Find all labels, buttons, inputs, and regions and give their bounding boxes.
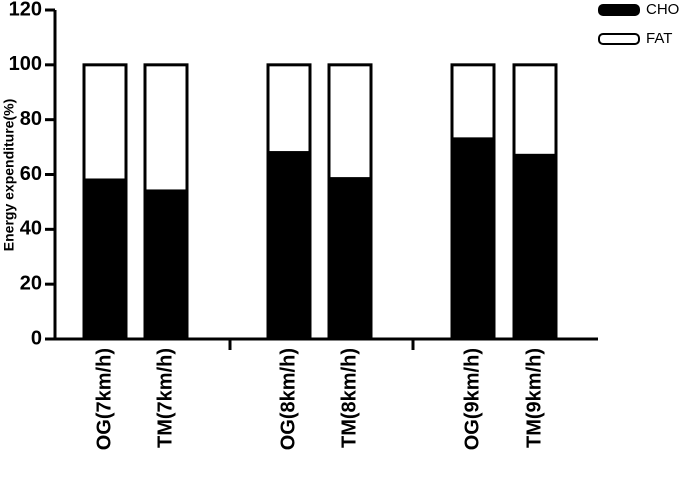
x-tick-label: TM(8km/h)	[338, 348, 360, 448]
y-tick-label: 20	[20, 272, 42, 294]
bar-segment	[327, 63, 373, 181]
bar-segment	[266, 63, 312, 155]
legend-label: CHO	[646, 1, 679, 18]
bar-segment	[512, 153, 558, 341]
legend-swatch	[598, 33, 640, 45]
bar-segment	[82, 63, 128, 182]
y-tick-label: 60	[20, 163, 42, 185]
y-tick-label: 120	[9, 0, 42, 20]
bar-segment	[450, 63, 496, 141]
bar-segment	[327, 177, 373, 341]
bar-segment	[143, 63, 189, 193]
y-tick-label: 0	[31, 327, 42, 349]
x-tick-label: OG(7km/h)	[93, 348, 115, 450]
bar-segment	[143, 189, 189, 341]
bar-segment	[82, 178, 128, 341]
x-tick-label: OG(8km/h)	[277, 348, 299, 450]
x-tick-label: OG(9km/h)	[461, 348, 483, 450]
legend-swatch	[598, 4, 640, 16]
x-tick-label: TM(9km/h)	[523, 348, 545, 448]
y-axis-label: Energy expenditure(%)	[1, 99, 17, 251]
y-tick-label: 80	[20, 108, 42, 130]
bar-segment	[512, 63, 558, 157]
bar-segment	[266, 151, 312, 341]
y-tick-label: 40	[20, 218, 42, 240]
y-tick-label: 100	[9, 53, 42, 75]
x-tick-label: TM(7km/h)	[154, 348, 176, 448]
bar-segment	[450, 137, 496, 341]
legend-label: FAT	[646, 30, 672, 47]
